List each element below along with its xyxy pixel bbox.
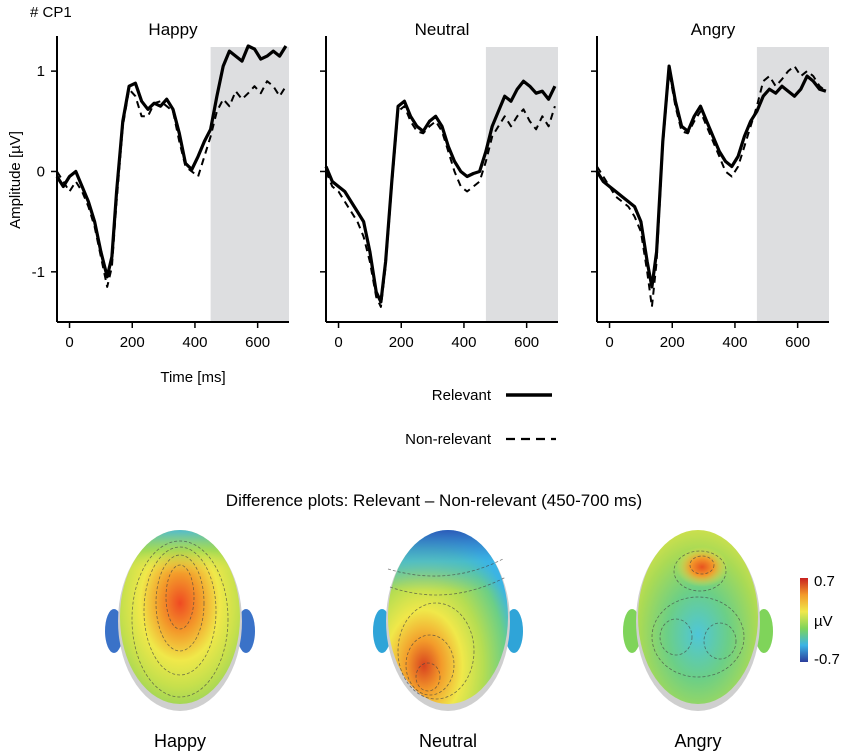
topomap-happy-label: Happy bbox=[154, 731, 206, 751]
figure-canvas: Happy-1010 200 400 600Neutral0 200 400 600Angr… bbox=[0, 0, 850, 754]
topomap-neutral-frontal bbox=[388, 530, 508, 704]
x-tick-label: 600 bbox=[245, 334, 270, 351]
topomap-angry-label: Angry bbox=[674, 731, 721, 751]
x-tick-label: 400 bbox=[451, 334, 476, 351]
electrode-label: # CP1 bbox=[30, 4, 72, 21]
x-tick-label: 600 bbox=[785, 334, 810, 351]
y-tick-label: 0 bbox=[37, 163, 45, 180]
topomap-happy-frontal bbox=[120, 530, 240, 704]
topomap-happy bbox=[105, 530, 255, 711]
y-axis-label: Amplitude [µV] bbox=[7, 131, 24, 229]
x-tick-label: 0 bbox=[334, 334, 342, 351]
erp-panel-happy: Happy -1 0 1 0 200 400 600 bbox=[32, 20, 289, 351]
topomap-angry-frontal-peak bbox=[676, 547, 728, 587]
x-tick-label: 400 bbox=[182, 334, 207, 351]
legend: Relevant Non-relevant bbox=[405, 387, 556, 448]
difference-title: Difference plots: Relevant – Non-relevan… bbox=[226, 491, 642, 510]
colorbar-unit-label: µV bbox=[814, 613, 833, 630]
figure: Happy -1 0 1 0 200 400 600 Neutral 0 200 400 600 Angr… bbox=[0, 0, 850, 754]
y-tick-label: -1 bbox=[32, 264, 45, 281]
x-tick-label: 600 bbox=[514, 334, 539, 351]
x-tick-label: 400 bbox=[722, 334, 747, 351]
topomap-neutral-label: Neutral bbox=[419, 731, 477, 751]
shaded-window bbox=[486, 47, 558, 322]
colorbar-gradient bbox=[800, 578, 808, 662]
y-tick-label: 1 bbox=[37, 63, 45, 80]
panel-title: Happy bbox=[148, 20, 198, 39]
colorbar-min-label: -0.7 bbox=[814, 651, 840, 668]
panel-title: Neutral bbox=[415, 20, 470, 39]
x-axis-label: Time [ms] bbox=[160, 369, 225, 386]
x-tick-label: 0 bbox=[605, 334, 613, 351]
erp-panel-angry: Angry 0 200 400 600 bbox=[591, 20, 829, 351]
panel-title: Angry bbox=[691, 20, 736, 39]
topomap-neutral bbox=[373, 530, 523, 711]
colorbar-max-label: 0.7 bbox=[814, 573, 835, 590]
shaded-window bbox=[211, 47, 289, 322]
x-tick-label: 200 bbox=[389, 334, 414, 351]
legend-nonrelevant-label: Non-relevant bbox=[405, 431, 492, 448]
erp-panel-neutral: Neutral 0 200 400 600 bbox=[320, 20, 558, 351]
colorbar: 0.7 µV -0.7 bbox=[800, 573, 840, 668]
legend-relevant-label: Relevant bbox=[432, 387, 492, 404]
x-tick-label: 200 bbox=[660, 334, 685, 351]
x-tick-label: 0 bbox=[65, 334, 73, 351]
x-tick-label: 200 bbox=[120, 334, 145, 351]
topomap-angry bbox=[623, 530, 773, 711]
